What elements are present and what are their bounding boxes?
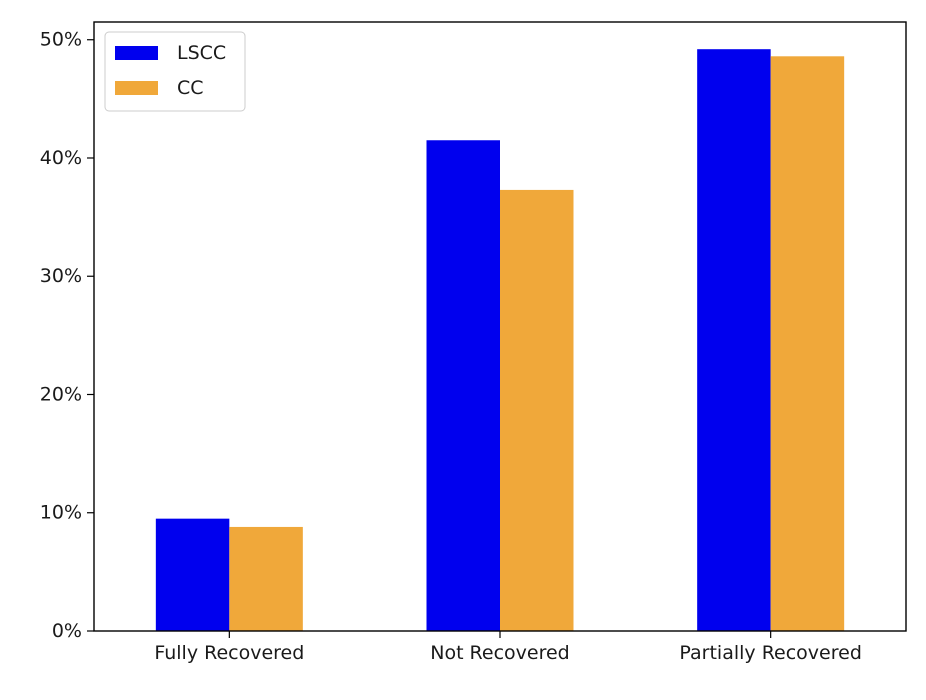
bar-lscc-partially-recovered xyxy=(697,49,771,631)
x-tick-label: Partially Recovered xyxy=(679,642,861,664)
x-axis: Fully Recovered Not Recovered Partially Re… xyxy=(154,631,862,664)
legend-swatch-lscc xyxy=(115,46,158,60)
bar-cc-not-recovered xyxy=(500,189,574,631)
x-tick-label: Fully Recovered xyxy=(154,642,304,664)
bar-lscc-not-recovered xyxy=(426,140,500,631)
bar-lscc-fully-recovered xyxy=(155,518,230,631)
y-tick-label: 30% xyxy=(40,265,82,287)
y-axis: 0% 10% 20% 30% 40% 50% xyxy=(40,29,94,642)
y-tick-label: 0% xyxy=(52,620,82,642)
x-tick-label: Not Recovered xyxy=(430,642,570,664)
legend-label-lscc: LSCC xyxy=(177,42,226,64)
y-tick-label: 50% xyxy=(40,29,82,51)
y-tick-label: 20% xyxy=(40,383,82,405)
legend-swatch-cc xyxy=(115,81,158,95)
legend-label-cc: CC xyxy=(177,77,204,99)
bar-cc-fully-recovered xyxy=(229,526,303,631)
y-tick-label: 10% xyxy=(40,502,82,524)
bar-cc-partially-recovered xyxy=(770,56,845,631)
y-tick-label: 40% xyxy=(40,147,82,169)
legend: LSCC CC xyxy=(104,31,246,112)
bars-layer xyxy=(155,49,845,631)
